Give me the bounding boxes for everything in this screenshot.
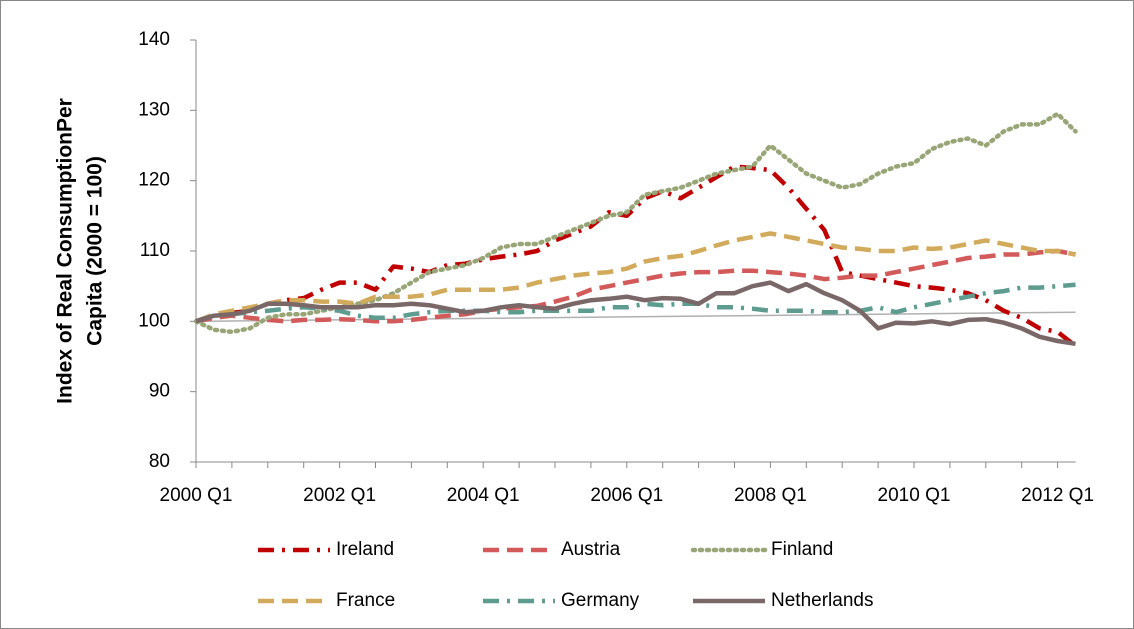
- x-tick-label: 2000 Q1: [160, 485, 233, 506]
- y-axis-title: Capita (2000 = 100): [84, 156, 107, 346]
- y-tick-label: 100: [138, 310, 170, 331]
- series-line: [195, 231, 1076, 324]
- series-line: [195, 248, 1076, 324]
- series-line: [195, 280, 1076, 347]
- legend-label: Austria: [561, 539, 621, 560]
- series-line: [195, 164, 1077, 348]
- x-tick-label: 2010 Q1: [878, 485, 951, 506]
- legend-label: France: [336, 590, 395, 611]
- y-tick-label: 80: [149, 451, 170, 472]
- y-tick-label: 140: [138, 29, 170, 50]
- y-tick-label: 110: [140, 240, 170, 261]
- legend-label: Germany: [561, 590, 640, 611]
- x-tick-label: 2012 Q1: [1021, 485, 1094, 506]
- y-axis-title: Index of Real ConsumptionPer: [54, 98, 77, 404]
- x-tick-label: 2008 Q1: [734, 485, 807, 506]
- x-tick-label: 2004 Q1: [447, 485, 520, 506]
- legend-label: Netherlands: [771, 590, 873, 611]
- y-tick-label: 130: [138, 99, 170, 120]
- series-line: [195, 282, 1076, 324]
- y-tick-label: 120: [138, 170, 170, 191]
- y-tick-label: 90: [149, 381, 170, 402]
- legend-label: Ireland: [336, 539, 394, 560]
- x-tick-label: 2002 Q1: [303, 485, 376, 506]
- x-tick-label: 2006 Q1: [590, 485, 663, 506]
- legend-label: Finland: [771, 539, 833, 560]
